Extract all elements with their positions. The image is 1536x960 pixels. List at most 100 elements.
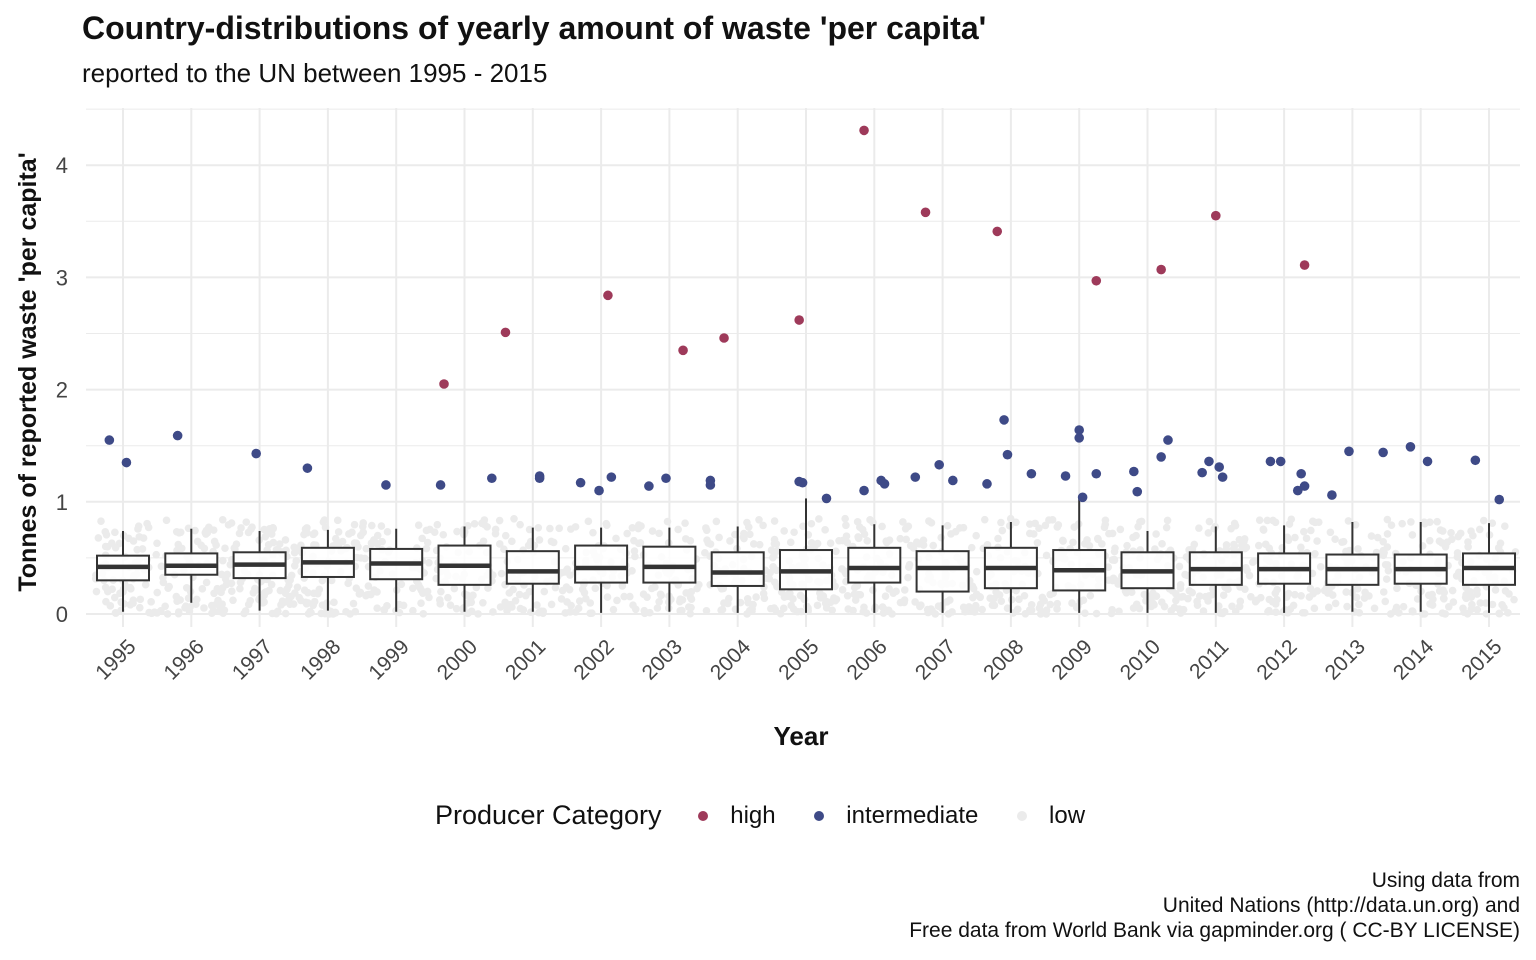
caption: Using data from United Nations (http://d… [909, 868, 1520, 943]
low-point [1027, 600, 1036, 609]
x-tick-label: 2007 [911, 635, 960, 684]
low-point [422, 526, 431, 535]
point-intermediate [859, 485, 869, 496]
low-point [422, 544, 431, 553]
low-point [319, 518, 328, 526]
point-high [1299, 260, 1310, 270]
low-point [418, 534, 426, 543]
low-point [110, 593, 119, 602]
point-intermediate [1292, 485, 1303, 496]
low-point [726, 537, 734, 545]
low-point [247, 525, 255, 534]
low-point [752, 593, 760, 601]
low-point [1436, 526, 1445, 534]
low-point [826, 539, 835, 547]
low-point [209, 526, 218, 534]
low-point [306, 607, 314, 616]
low-point [603, 521, 611, 529]
low-point [591, 584, 600, 593]
low-point [943, 521, 952, 530]
low-point [176, 596, 184, 604]
low-point [310, 529, 319, 537]
boxplot-2009 [1052, 496, 1107, 613]
low-point [1284, 536, 1293, 545]
low-point [1311, 549, 1319, 558]
low-point [997, 518, 1005, 527]
axes: 0 1 2 3 4 1995 1996 1997 1998 1999 2000 2001 2002 200… [56, 153, 1507, 684]
x-tick-label: 2006 [843, 635, 892, 684]
low-point [1176, 581, 1185, 589]
low-point [423, 587, 432, 596]
low-point [479, 598, 487, 607]
low-point [157, 562, 166, 571]
low-point [1219, 591, 1228, 600]
low-point [346, 610, 354, 618]
low-point [1479, 516, 1488, 525]
low-point [1433, 517, 1441, 526]
low-point [290, 548, 299, 557]
low-point [686, 609, 695, 618]
low-point [436, 596, 444, 604]
low-point [1460, 608, 1468, 616]
low-point [1297, 543, 1305, 552]
x-tick-label: 2008 [979, 635, 1028, 684]
boxplot-1995 [96, 530, 150, 612]
low-point [373, 604, 381, 612]
low-point [251, 584, 259, 593]
low-point [766, 568, 775, 577]
low-point [813, 601, 822, 610]
low-point [628, 567, 636, 575]
low-point [623, 529, 631, 538]
low-point [816, 589, 824, 597]
low-point [878, 522, 886, 531]
low-point [437, 587, 445, 596]
low-point [1261, 540, 1270, 549]
low-point [915, 540, 924, 548]
low-point [1263, 516, 1272, 525]
low-point [1475, 525, 1484, 534]
low-point [1373, 533, 1382, 542]
point-intermediate [381, 480, 391, 490]
low-point [549, 538, 558, 547]
point-intermediate [104, 435, 115, 445]
low-point [1026, 520, 1034, 528]
low-point [1324, 589, 1332, 597]
low-point [1254, 541, 1263, 550]
low-point [639, 590, 648, 599]
low-point [367, 521, 376, 530]
low-point [770, 552, 778, 560]
low-point [701, 549, 709, 557]
low-point [904, 522, 913, 531]
low-point [163, 610, 172, 618]
low-point [495, 540, 504, 548]
y-tick-label: 4 [56, 153, 68, 178]
low-point [1380, 548, 1388, 557]
low-point [198, 585, 207, 593]
low-point [535, 536, 544, 544]
low-point [1273, 595, 1281, 604]
low-point [1205, 592, 1213, 600]
low-point [1300, 527, 1308, 536]
low-point [924, 606, 933, 615]
low-point [350, 520, 359, 529]
low-point [998, 526, 1007, 535]
low-point [1152, 530, 1160, 538]
point-intermediate [606, 472, 617, 482]
low-point [770, 517, 779, 525]
low-point [1310, 604, 1319, 613]
low-point [1172, 596, 1180, 605]
low-point [1420, 610, 1429, 618]
low-point [364, 582, 373, 590]
point-intermediate [982, 479, 992, 489]
low-point [1383, 543, 1392, 551]
low-point [1116, 525, 1125, 534]
low-point [359, 528, 368, 537]
low-point [862, 609, 871, 617]
low-point [1193, 597, 1201, 606]
boxplot-2008 [983, 521, 1038, 613]
low-point [1387, 521, 1396, 529]
point-intermediate [1296, 468, 1306, 479]
point-intermediate [1422, 456, 1433, 467]
low-point [856, 591, 865, 599]
low-point [1361, 588, 1369, 597]
